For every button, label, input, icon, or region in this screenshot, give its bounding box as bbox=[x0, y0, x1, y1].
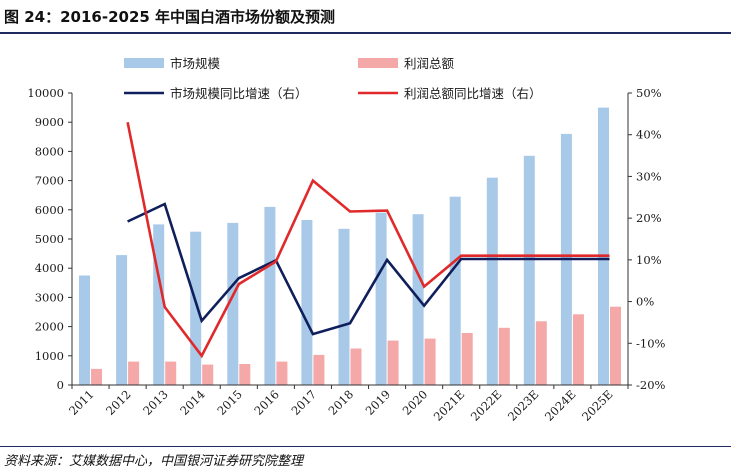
right-tick-label--10: -10% bbox=[636, 336, 666, 350]
x-tick-label-2016: 2016 bbox=[251, 387, 282, 418]
left-tick-label-8000: 8000 bbox=[35, 144, 64, 158]
left-tick-label-4000: 4000 bbox=[35, 261, 64, 275]
x-tick-label-2012: 2012 bbox=[103, 387, 134, 418]
title-rule bbox=[0, 32, 731, 34]
market-size-bar-2016 bbox=[264, 206, 276, 385]
x-tick-label-2011: 2011 bbox=[66, 387, 97, 418]
profit-bar-2025E bbox=[610, 306, 621, 385]
x-tick-label-2014: 2014 bbox=[177, 387, 208, 418]
left-tick-label-3000: 3000 bbox=[35, 290, 64, 304]
x-tick-label-2022E: 2022E bbox=[468, 387, 505, 424]
x-tick-label-2020: 2020 bbox=[400, 387, 431, 418]
source-note: 资料来源：艾媒数据中心，中国银河证券研究院整理 bbox=[4, 454, 304, 469]
left-tick-label-10000: 10000 bbox=[27, 86, 64, 100]
x-tick-label-2021E: 2021E bbox=[431, 387, 468, 424]
market-size-bar-2015 bbox=[227, 222, 239, 385]
market-size-bar-2018 bbox=[338, 228, 350, 385]
market-size-bar-2014 bbox=[190, 231, 202, 385]
legend-swatch-0 bbox=[124, 58, 164, 68]
left-tick-label-1000: 1000 bbox=[35, 349, 64, 363]
profit-bar-2012 bbox=[128, 361, 140, 385]
profit-bar-2019 bbox=[387, 340, 399, 385]
x-tick-label-2023E: 2023E bbox=[505, 387, 542, 424]
x-tick-label-2013: 2013 bbox=[140, 387, 171, 418]
combo-chart: 0 1000 2000 3000 4000 5000 6000 7000 8000 9000 100… bbox=[27, 56, 666, 424]
x-tick-label-2015: 2015 bbox=[214, 387, 245, 418]
x-tick-label-2025E: 2025E bbox=[579, 387, 616, 424]
legend-swatch-1 bbox=[358, 58, 398, 68]
profit-bar-2013 bbox=[165, 361, 177, 385]
left-tick-label-7000: 7000 bbox=[35, 174, 64, 188]
market-size-bar-2012 bbox=[116, 255, 128, 385]
profit-bar-2016 bbox=[276, 361, 288, 385]
profit-bar-2018 bbox=[350, 348, 362, 385]
left-tick-label-5000: 5000 bbox=[35, 232, 64, 246]
profit-growth-line bbox=[126, 121, 610, 359]
x-tick-label-2018: 2018 bbox=[326, 387, 357, 418]
profit-bar-2024E bbox=[572, 314, 584, 385]
profit-bar-2014 bbox=[202, 364, 214, 385]
profit-bar-2015 bbox=[239, 364, 251, 385]
market-size-bar-2021E bbox=[449, 196, 461, 385]
right-tick-label-50: 50% bbox=[636, 86, 662, 100]
market-size-bar-2013 bbox=[153, 224, 165, 385]
left-tick-label-2000: 2000 bbox=[35, 320, 64, 334]
left-tick-label-6000: 6000 bbox=[35, 203, 64, 217]
profit-bar-2011 bbox=[91, 368, 102, 385]
left-tick-label-9000: 9000 bbox=[35, 115, 64, 129]
legend-label-3: 利润总额同比增速（右） bbox=[404, 86, 542, 101]
market-size-bar-2023E bbox=[523, 155, 535, 385]
market-size-bar-2011 bbox=[79, 275, 90, 385]
legend-label-2: 市场规模同比增速（右） bbox=[170, 86, 308, 101]
right-tick-label-20: 20% bbox=[636, 211, 662, 225]
x-tick-label-2019: 2019 bbox=[363, 387, 394, 418]
legend-label-0: 市场规模 bbox=[170, 56, 221, 71]
x-tick-label-2024E: 2024E bbox=[542, 387, 579, 424]
right-tick-label-0: 0% bbox=[636, 295, 654, 309]
x-tick-label-2017: 2017 bbox=[288, 387, 319, 418]
market-size-bar-2025E bbox=[598, 107, 609, 385]
market-size-bar-2019 bbox=[375, 212, 387, 385]
chart-title: 图 24：2016-2025 年中国白酒市场份额及预测 bbox=[4, 8, 336, 26]
market-growth-line bbox=[127, 202, 610, 336]
market-size-bar-2022E bbox=[486, 177, 498, 385]
profit-bar-2021E bbox=[461, 333, 473, 385]
profit-bar-2022E bbox=[498, 327, 510, 385]
left-tick-label-0: 0 bbox=[57, 378, 64, 392]
profit-bar-2017 bbox=[313, 354, 325, 385]
right-tick-label-30: 30% bbox=[636, 169, 662, 183]
legend-label-1: 利润总额 bbox=[404, 56, 455, 71]
right-tick-label-10: 10% bbox=[636, 253, 662, 267]
right-tick-label--20: -20% bbox=[636, 378, 666, 392]
profit-bar-2020 bbox=[424, 338, 436, 385]
market-size-bar-2017 bbox=[301, 220, 313, 385]
profit-bar-2023E bbox=[535, 321, 547, 385]
source-rule bbox=[0, 446, 731, 447]
right-tick-label-40: 40% bbox=[636, 128, 662, 142]
